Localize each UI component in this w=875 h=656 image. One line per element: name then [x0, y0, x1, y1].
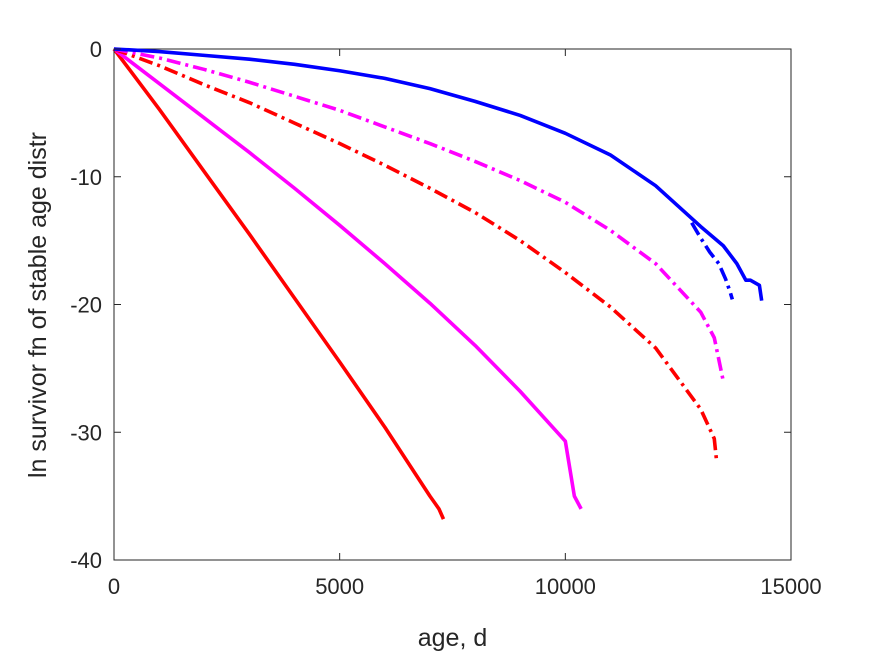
series-line-4 — [113, 47, 726, 382]
x-tick-label: 0 — [108, 574, 120, 599]
series-line-3 — [113, 47, 719, 461]
series-layer — [112, 47, 764, 520]
y-tick-label: -10 — [70, 165, 102, 190]
y-tick-label: -40 — [70, 548, 102, 573]
y-tick-label: -20 — [70, 293, 102, 318]
ticks-layer: 0 5000 10000 15000 0 -10 -20 -30 -40 — [70, 37, 821, 599]
x-tick-label: 10000 — [535, 574, 596, 599]
x-axis-label: age, d — [418, 624, 488, 652]
series-line-6 — [113, 47, 764, 301]
x-tick-label: 5000 — [315, 574, 364, 599]
y-axis-label: ln survivor fn of stable age distr — [24, 132, 52, 478]
series-line-1 — [112, 47, 446, 520]
series-line-2 — [112, 47, 583, 510]
y-tick-label: 0 — [90, 37, 102, 62]
y-tick-label: -30 — [70, 420, 102, 445]
x-tick-label: 15000 — [760, 574, 821, 599]
